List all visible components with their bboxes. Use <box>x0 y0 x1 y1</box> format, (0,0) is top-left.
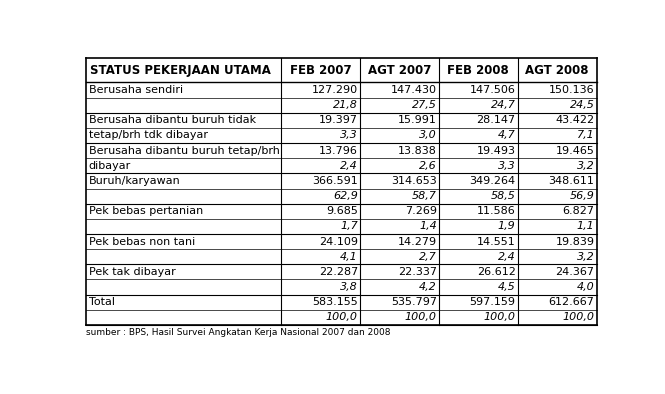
Text: 127.290: 127.290 <box>312 85 358 95</box>
Text: STATUS PEKERJAAN UTAMA: STATUS PEKERJAAN UTAMA <box>90 64 271 77</box>
Text: 3,3: 3,3 <box>340 130 358 141</box>
Text: 22.287: 22.287 <box>319 267 358 277</box>
Text: 14.279: 14.279 <box>398 236 437 247</box>
Text: 1,4: 1,4 <box>419 221 437 231</box>
Text: 147.506: 147.506 <box>469 85 515 95</box>
Text: 7,1: 7,1 <box>577 130 595 141</box>
Text: 19.493: 19.493 <box>477 146 515 156</box>
Text: 314.653: 314.653 <box>391 176 437 186</box>
Text: FEB 2007: FEB 2007 <box>290 64 351 77</box>
Text: 147.430: 147.430 <box>391 85 437 95</box>
Text: 150.136: 150.136 <box>549 85 595 95</box>
Text: 3,3: 3,3 <box>498 161 515 171</box>
Text: 4,1: 4,1 <box>340 252 358 262</box>
Text: 3,2: 3,2 <box>577 252 595 262</box>
Text: 366.591: 366.591 <box>312 176 358 186</box>
Text: Total: Total <box>89 297 115 307</box>
Text: 11.586: 11.586 <box>477 206 515 216</box>
Text: 13.796: 13.796 <box>319 146 358 156</box>
Text: 24.367: 24.367 <box>555 267 595 277</box>
Text: 56,9: 56,9 <box>569 191 595 201</box>
Text: 4,2: 4,2 <box>419 282 437 292</box>
Text: 597.159: 597.159 <box>469 297 515 307</box>
Text: FEB 2008: FEB 2008 <box>448 64 509 77</box>
Text: 3,2: 3,2 <box>577 161 595 171</box>
Text: 15.991: 15.991 <box>398 115 437 125</box>
Text: 349.264: 349.264 <box>469 176 515 186</box>
Text: Berusaha dibantu buruh tidak: Berusaha dibantu buruh tidak <box>89 115 256 125</box>
Text: 100,0: 100,0 <box>483 312 515 322</box>
Text: sumber : BPS, Hasil Survei Angkatan Kerja Nasional 2007 dan 2008: sumber : BPS, Hasil Survei Angkatan Kerj… <box>86 328 390 337</box>
Text: 100,0: 100,0 <box>326 312 358 322</box>
Text: 14.551: 14.551 <box>477 236 515 247</box>
Text: 348.611: 348.611 <box>549 176 595 186</box>
Text: 2,4: 2,4 <box>340 161 358 171</box>
Text: 22.337: 22.337 <box>398 267 437 277</box>
Text: 535.797: 535.797 <box>391 297 437 307</box>
Text: tetap/brh tdk dibayar: tetap/brh tdk dibayar <box>89 130 207 141</box>
Text: 62,9: 62,9 <box>333 191 358 201</box>
Text: 27,5: 27,5 <box>412 100 437 110</box>
Text: 1,7: 1,7 <box>340 221 358 231</box>
Text: Pek bebas pertanian: Pek bebas pertanian <box>89 206 203 216</box>
Text: 26.612: 26.612 <box>477 267 515 277</box>
Text: AGT 2007: AGT 2007 <box>368 64 431 77</box>
Text: 2,6: 2,6 <box>419 161 437 171</box>
Text: 2,7: 2,7 <box>419 252 437 262</box>
Text: dibayar: dibayar <box>89 161 131 171</box>
Text: 612.667: 612.667 <box>549 297 595 307</box>
Text: 21,8: 21,8 <box>333 100 358 110</box>
Text: 19.397: 19.397 <box>319 115 358 125</box>
Text: AGT 2008: AGT 2008 <box>525 64 589 77</box>
Text: 1,1: 1,1 <box>577 221 595 231</box>
Text: 58,5: 58,5 <box>491 191 515 201</box>
Text: Buruh/karyawan: Buruh/karyawan <box>89 176 180 186</box>
Text: 9.685: 9.685 <box>326 206 358 216</box>
Text: 7.269: 7.269 <box>405 206 437 216</box>
Text: 43.422: 43.422 <box>555 115 595 125</box>
Text: 19.839: 19.839 <box>555 236 595 247</box>
Text: 24,7: 24,7 <box>491 100 515 110</box>
Text: 13.838: 13.838 <box>398 146 437 156</box>
Text: 4,5: 4,5 <box>498 282 515 292</box>
Text: 583.155: 583.155 <box>312 297 358 307</box>
Text: 1,9: 1,9 <box>498 221 515 231</box>
Text: 6.827: 6.827 <box>563 206 595 216</box>
Text: 28.147: 28.147 <box>476 115 515 125</box>
Text: 24.109: 24.109 <box>319 236 358 247</box>
Text: 3,8: 3,8 <box>340 282 358 292</box>
Text: Pek tak dibayar: Pek tak dibayar <box>89 267 176 277</box>
Text: 3,0: 3,0 <box>419 130 437 141</box>
Text: Pek bebas non tani: Pek bebas non tani <box>89 236 195 247</box>
Text: 19.465: 19.465 <box>555 146 595 156</box>
Text: 24,5: 24,5 <box>569 100 595 110</box>
Text: Berusaha dibantu buruh tetap/brh: Berusaha dibantu buruh tetap/brh <box>89 146 280 156</box>
Text: 100,0: 100,0 <box>563 312 595 322</box>
Text: 4,0: 4,0 <box>577 282 595 292</box>
Text: 4,7: 4,7 <box>498 130 515 141</box>
Text: Berusaha sendiri: Berusaha sendiri <box>89 85 183 95</box>
Text: 100,0: 100,0 <box>405 312 437 322</box>
Text: 58,7: 58,7 <box>412 191 437 201</box>
Text: 2,4: 2,4 <box>498 252 515 262</box>
